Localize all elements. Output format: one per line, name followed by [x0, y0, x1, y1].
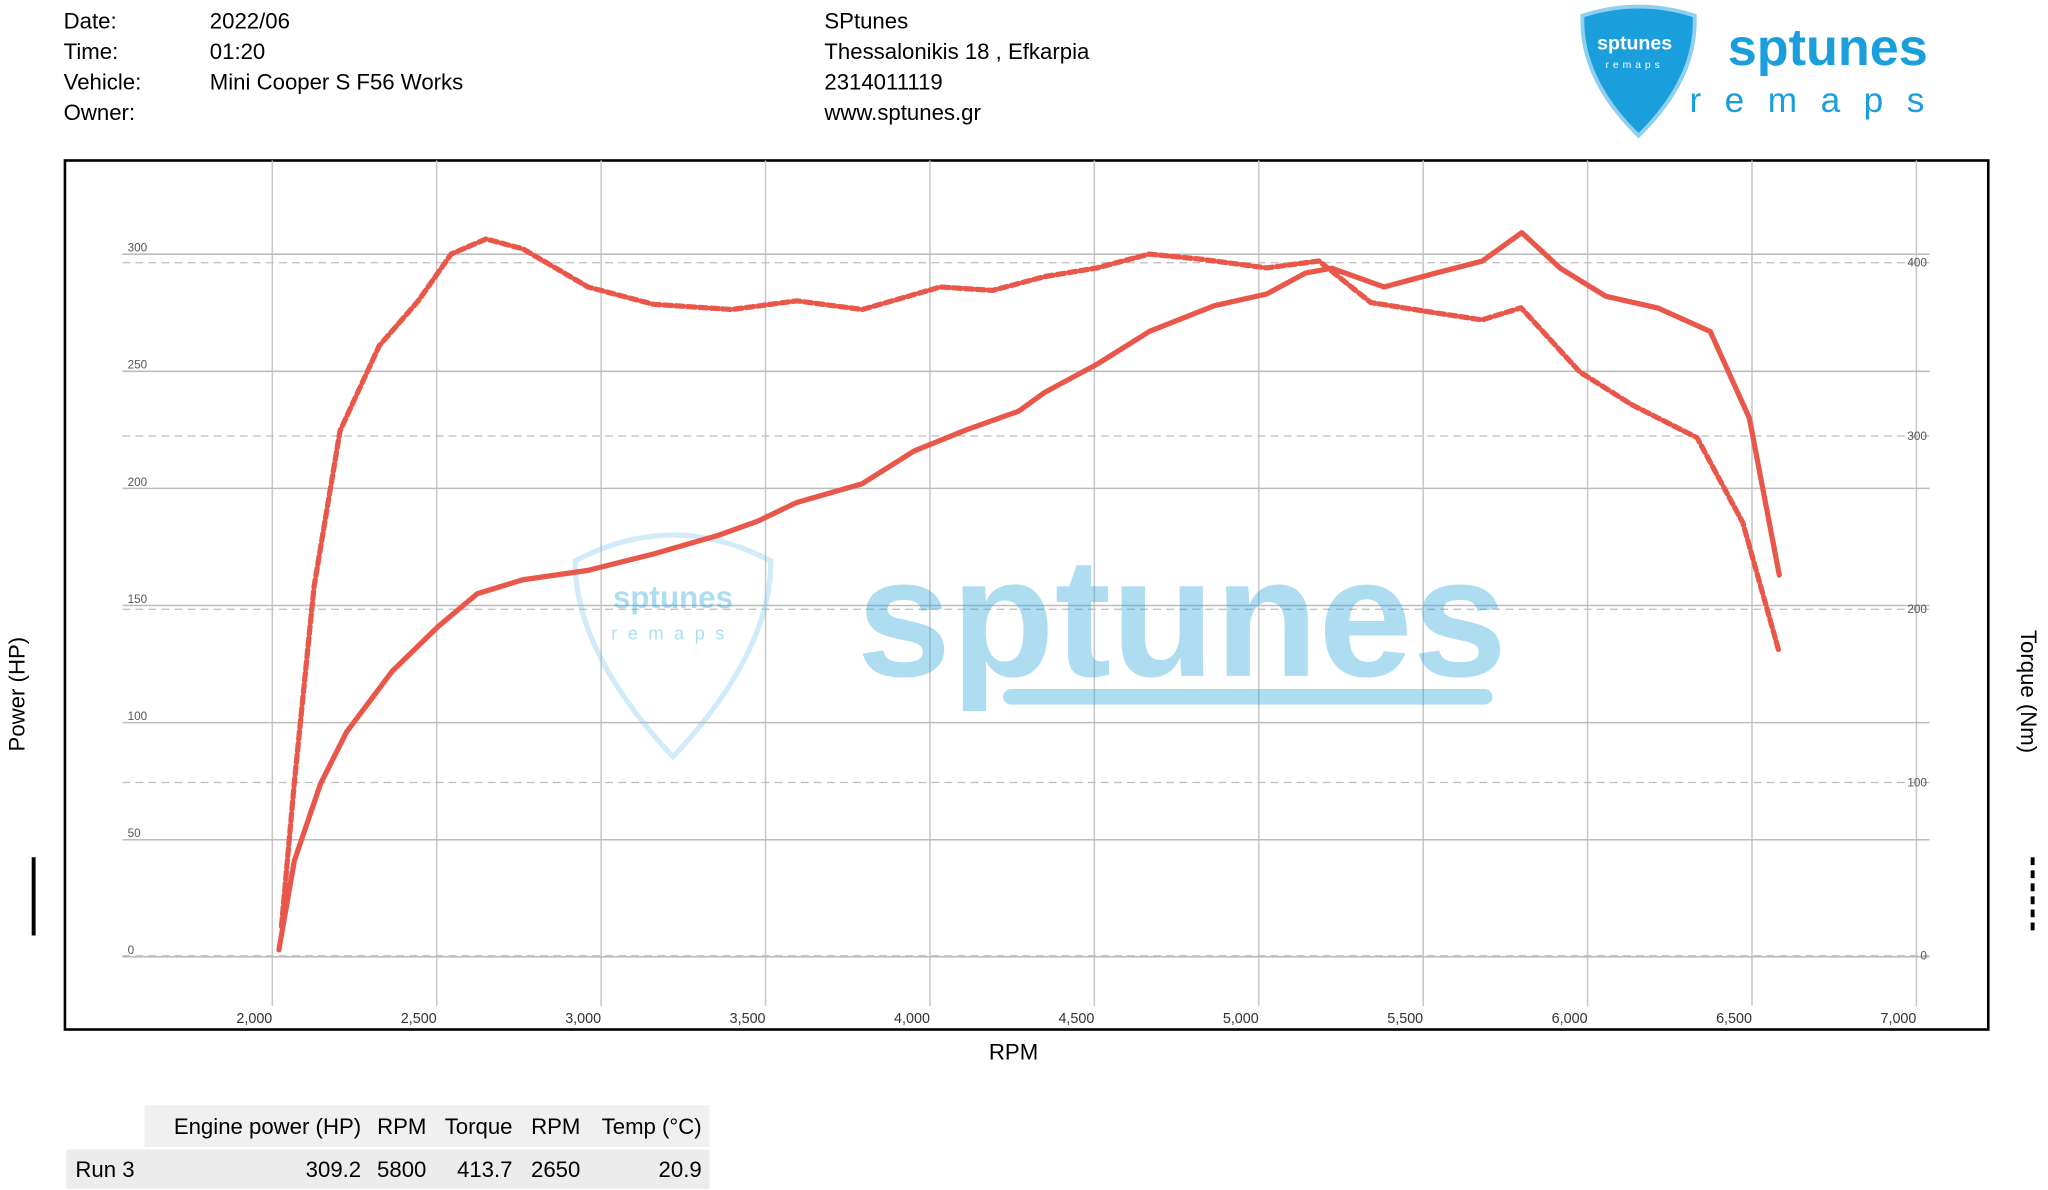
header-value: 01:20	[210, 39, 265, 64]
header-label: Vehicle:	[64, 70, 142, 95]
table-header-cell: Temp (°C)	[602, 1114, 702, 1139]
grid: 2,000 2,500 3,000 3,500 4,000 4,500 5,000 5,500…	[122, 160, 1930, 1027]
header-label: Owner:	[64, 100, 135, 125]
watermark-badge	[572, 532, 774, 761]
table-header-cell: Torque	[445, 1114, 513, 1139]
plot	[276, 230, 1782, 953]
series-line	[278, 236, 1782, 929]
table-row-label: Run 3	[75, 1157, 134, 1182]
watermark: sptunes remaps sptunes	[572, 522, 1507, 761]
y-axis-label: Power (HP)	[5, 637, 30, 752]
x-tick-label: 4,000	[894, 1011, 930, 1027]
table-header-bg	[144, 1105, 710, 1147]
header: Date: 2022/06 Time: 01:20 Vehicle: Mini Coope…	[64, 9, 1090, 125]
header-label: Date:	[64, 9, 117, 34]
header-info: Thessalonikis 18 , Efkarpia	[824, 39, 1090, 64]
header-info: SPtunes	[824, 9, 908, 34]
table-cell: 5800	[377, 1157, 426, 1182]
header-info: 2314011119	[824, 70, 942, 95]
table-row-bg	[66, 1149, 710, 1189]
x-tick-label: 7,000	[1880, 1011, 1916, 1027]
header-value: Mini Cooper S F56 Works	[210, 70, 463, 95]
results-table: Engine power (HP) RPM Torque RPM Temp (°C) Ru…	[66, 1105, 710, 1189]
y-tick-label: 150	[128, 593, 148, 606]
y2-axis-label: Torque (Nm)	[2016, 630, 2041, 753]
x-tick-label: 2,500	[401, 1011, 437, 1027]
watermark-badge-tagline: remaps	[611, 622, 734, 643]
x-tick-label: 6,500	[1716, 1011, 1752, 1027]
x-tick-label: 2,000	[236, 1011, 272, 1027]
x-tick-label: 5,000	[1223, 1011, 1259, 1027]
header-info: www.sptunes.gr	[823, 100, 981, 125]
y-tick-label: 300	[128, 242, 148, 255]
table-cell: 2650	[531, 1157, 580, 1182]
logo-badge-name: sptunes	[1597, 33, 1672, 55]
y2-tick-label: 400	[1907, 257, 1927, 270]
x-axis-label: RPM	[989, 1040, 1038, 1065]
y-tick-label: 0	[128, 944, 135, 957]
table-cell: 20.9	[659, 1157, 702, 1182]
chart-frame	[63, 159, 1990, 1031]
header-label: Time:	[64, 39, 119, 64]
logo-name: sptunes	[1728, 19, 1928, 77]
x-tick-label: 3,000	[565, 1011, 601, 1027]
x-tick-label: 3,500	[730, 1011, 766, 1027]
watermark-badge-name: sptunes	[613, 580, 733, 615]
y2-tick-label: 0	[1920, 950, 1927, 963]
y-tick-label: 100	[128, 710, 148, 723]
x-tick-label: 6,000	[1552, 1011, 1588, 1027]
table-cell: 413.7	[457, 1157, 512, 1182]
y2-tick-label: 200	[1907, 603, 1927, 616]
x-tick-label: 4,500	[1058, 1011, 1094, 1027]
series-line	[276, 230, 1782, 953]
y-tick-label: 200	[128, 476, 148, 489]
logo-badge-tagline: remaps	[1606, 60, 1664, 71]
table-header-cell: RPM	[377, 1114, 426, 1139]
y2-tick-label: 300	[1907, 430, 1927, 443]
logo-tagline: remaps	[1689, 81, 1947, 120]
logo-badge	[1580, 4, 1697, 139]
y-tick-label: 250	[128, 359, 148, 372]
watermark-underline	[1003, 688, 1493, 705]
y-tick-label: 50	[128, 827, 142, 840]
logo: sptunes remaps sptunes remaps	[1580, 4, 1947, 139]
y2-tick-label: 100	[1907, 776, 1927, 789]
table-header-cell: RPM	[531, 1114, 580, 1139]
table-header-cell: Engine power (HP)	[174, 1114, 361, 1139]
table-cell: 309.2	[306, 1157, 361, 1182]
watermark-name: sptunes	[857, 522, 1507, 712]
x-tick-label: 5,500	[1387, 1011, 1423, 1027]
header-value: 2022/06	[210, 9, 290, 34]
